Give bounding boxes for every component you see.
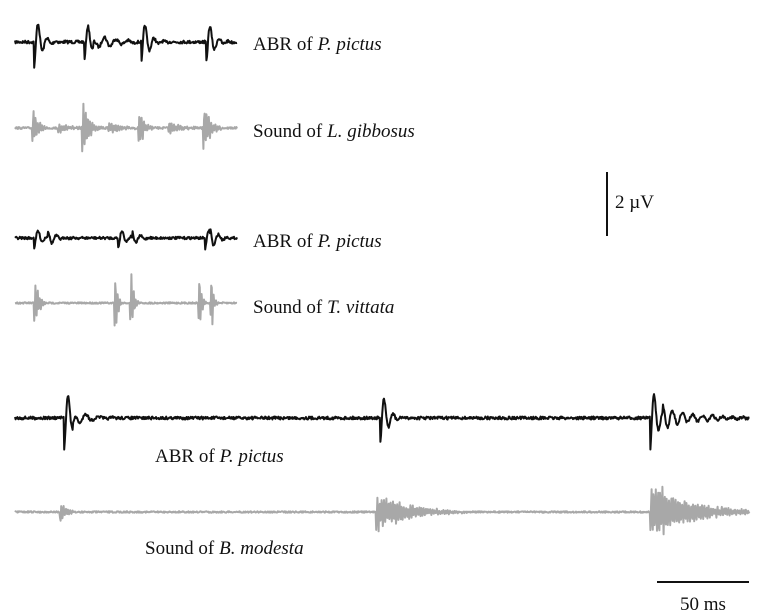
label-prefix: Sound of [253, 121, 323, 142]
waveform-trace [14, 485, 751, 536]
species-name: L. gibbosus [326, 121, 415, 142]
label-prefix: ABR of [253, 34, 313, 55]
species-name: B. modesta [219, 538, 303, 559]
trace-label: ABR of P. pictus [253, 34, 382, 55]
label-prefix: Sound of [253, 297, 323, 318]
species-name: P. pictus [317, 34, 382, 55]
species-name: P. pictus [317, 231, 382, 252]
waveform-trace [14, 393, 750, 451]
voltage-scale-label: 2 µV [615, 192, 654, 213]
trace-label: Sound of L. gibbosus [253, 121, 415, 142]
trace-label: Sound of B. modesta [145, 538, 304, 559]
species-name: P. pictus [219, 446, 284, 467]
waveform-trace [14, 102, 238, 153]
label-prefix: ABR of [253, 231, 313, 252]
waveform-trace [14, 273, 238, 327]
waveform-trace [14, 23, 238, 69]
trace-label: ABR of P. pictus [155, 446, 284, 467]
species-name: T. vittata [327, 297, 394, 318]
time-scale-label: 50 ms [680, 594, 726, 613]
trace-label: ABR of P. pictus [253, 231, 382, 252]
label-prefix: Sound of [145, 538, 215, 559]
label-prefix: ABR of [155, 446, 215, 467]
trace-label: Sound of T. vittata [253, 297, 394, 318]
waveform-trace [14, 228, 238, 251]
